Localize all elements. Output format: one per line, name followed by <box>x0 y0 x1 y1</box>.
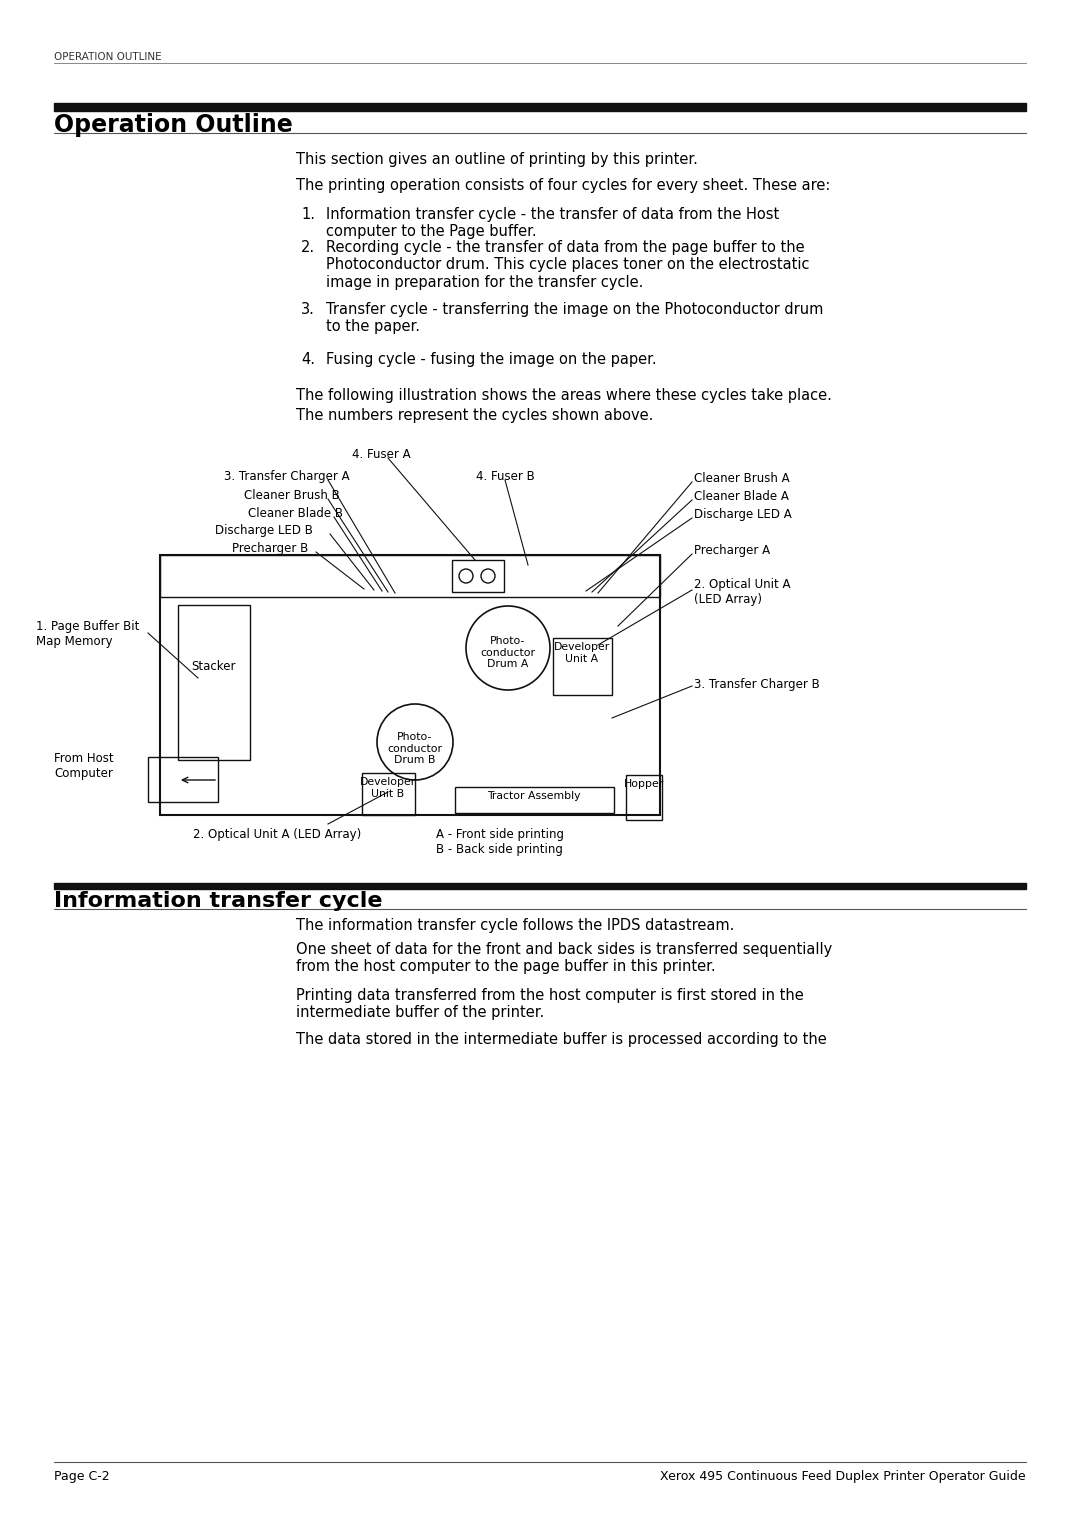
Text: Cleaner Brush B: Cleaner Brush B <box>244 489 340 502</box>
Text: Photo-
conductor
Drum A: Photo- conductor Drum A <box>481 637 536 669</box>
Bar <box>362 773 415 815</box>
Text: The printing operation consists of four cycles for every sheet. These are:: The printing operation consists of four … <box>296 179 831 192</box>
Text: 3.: 3. <box>301 302 315 318</box>
Text: Discharge LED B: Discharge LED B <box>215 524 313 538</box>
Text: 4. Fuser B: 4. Fuser B <box>476 470 535 483</box>
Text: One sheet of data for the front and back sides is transferred sequentially
from : One sheet of data for the front and back… <box>296 942 833 974</box>
Text: Photo-
conductor
Drum B: Photo- conductor Drum B <box>388 731 443 765</box>
Bar <box>160 554 660 815</box>
Text: 2. Optical Unit A (LED Array): 2. Optical Unit A (LED Array) <box>193 828 361 841</box>
Text: Cleaner Brush A: Cleaner Brush A <box>694 472 789 486</box>
Bar <box>178 605 249 760</box>
Text: From Host
Computer: From Host Computer <box>54 751 113 780</box>
Text: Operation Outline: Operation Outline <box>54 113 293 137</box>
Text: Precharger B: Precharger B <box>232 542 308 554</box>
Text: 3. Transfer Charger A: 3. Transfer Charger A <box>224 470 350 483</box>
Text: Developer
Unit A: Developer Unit A <box>554 641 610 664</box>
Text: 1. Page Buffer Bit
Map Memory: 1. Page Buffer Bit Map Memory <box>36 620 139 647</box>
Text: The following illustration shows the areas where these cycles take place.: The following illustration shows the are… <box>296 388 832 403</box>
Text: The information transfer cycle follows the IPDS datastream.: The information transfer cycle follows t… <box>296 918 734 933</box>
Bar <box>626 776 662 820</box>
Text: OPERATION OUTLINE: OPERATION OUTLINE <box>54 52 162 63</box>
Text: Cleaner Blade B: Cleaner Blade B <box>248 507 343 521</box>
Text: 1.: 1. <box>301 208 315 221</box>
Bar <box>54 102 1026 111</box>
Text: A - Front side printing
B - Back side printing: A - Front side printing B - Back side pr… <box>436 828 564 857</box>
Text: 4. Fuser A: 4. Fuser A <box>352 447 410 461</box>
Text: Recording cycle - the transfer of data from the page buffer to the
Photoconducto: Recording cycle - the transfer of data f… <box>326 240 810 290</box>
Text: 4.: 4. <box>301 353 315 366</box>
Text: Transfer cycle - transferring the image on the Photoconductor drum
to the paper.: Transfer cycle - transferring the image … <box>326 302 823 334</box>
Text: Printing data transferred from the host computer is first stored in the
intermed: Printing data transferred from the host … <box>296 988 804 1020</box>
Text: Developer
Unit B: Developer Unit B <box>360 777 416 799</box>
Text: 2.: 2. <box>301 240 315 255</box>
Text: Tractor Assembly: Tractor Assembly <box>487 791 581 802</box>
Text: Stacker: Stacker <box>192 660 237 673</box>
Text: Hopper: Hopper <box>624 779 664 789</box>
Bar <box>455 786 615 812</box>
Text: Page C-2: Page C-2 <box>54 1471 110 1483</box>
Text: The numbers represent the cycles shown above.: The numbers represent the cycles shown a… <box>296 408 653 423</box>
Text: 3. Transfer Charger B: 3. Transfer Charger B <box>694 678 820 692</box>
Text: Fusing cycle - fusing the image on the paper.: Fusing cycle - fusing the image on the p… <box>326 353 657 366</box>
Text: This section gives an outline of printing by this printer.: This section gives an outline of printin… <box>296 153 698 166</box>
Bar <box>148 757 218 802</box>
Text: Cleaner Blade A: Cleaner Blade A <box>694 490 788 502</box>
Text: The data stored in the intermediate buffer is processed according to the: The data stored in the intermediate buff… <box>296 1032 827 1048</box>
Text: Information transfer cycle: Information transfer cycle <box>54 890 382 912</box>
Text: Information transfer cycle - the transfer of data from the Host
computer to the : Information transfer cycle - the transfe… <box>326 208 780 240</box>
Text: Xerox 495 Continuous Feed Duplex Printer Operator Guide: Xerox 495 Continuous Feed Duplex Printer… <box>660 1471 1026 1483</box>
Bar <box>160 554 660 597</box>
Text: Precharger A: Precharger A <box>694 544 770 557</box>
Text: 2. Optical Unit A
(LED Array): 2. Optical Unit A (LED Array) <box>694 579 791 606</box>
Bar <box>553 638 612 695</box>
Bar <box>54 883 1026 889</box>
Text: Discharge LED A: Discharge LED A <box>694 508 792 521</box>
Bar <box>453 560 504 592</box>
